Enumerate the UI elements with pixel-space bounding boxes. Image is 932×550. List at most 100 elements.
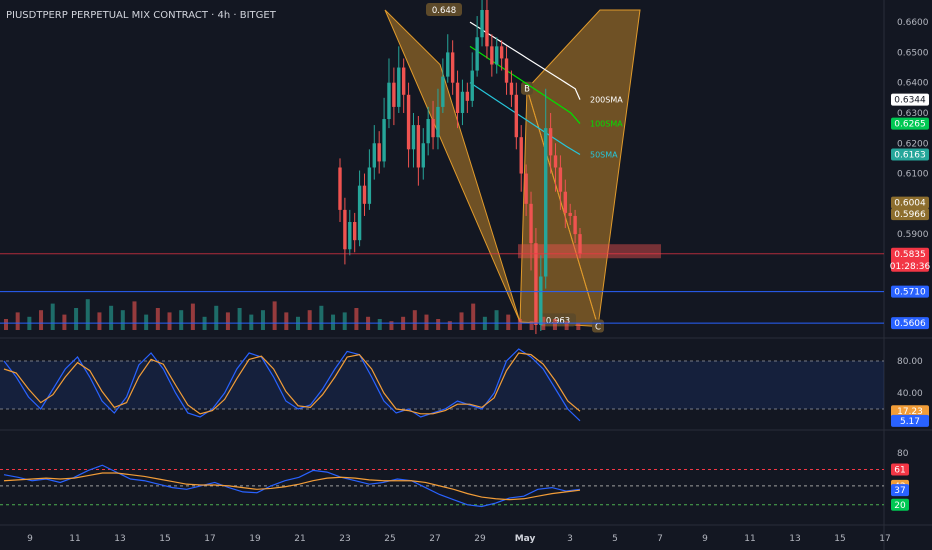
candle-body [534, 243, 538, 325]
price-label-bg [891, 117, 929, 130]
price-label-bg [891, 148, 929, 161]
ma-line [469, 45, 581, 124]
time-tick-label: 17 [879, 534, 890, 544]
candle-body [509, 82, 514, 95]
candle-body [460, 91, 465, 113]
candle-body [499, 46, 504, 59]
time-tick-label: 15 [834, 534, 845, 544]
volume-bar [214, 305, 219, 330]
stochastic-value-bg [891, 405, 929, 418]
price-label-bg [891, 247, 929, 272]
candle-body [446, 52, 450, 77]
pattern-triangle-up [526, 9, 641, 327]
volume-bar [564, 321, 569, 330]
time-tick-label: 13 [114, 534, 125, 544]
candle-body [450, 52, 455, 83]
candle-body [392, 82, 396, 107]
volume-bar [50, 303, 55, 330]
time-tick-label: 25 [384, 534, 395, 544]
pattern-label-bg [521, 81, 533, 95]
volume-bar [237, 308, 242, 330]
price-label: 0.6163 [894, 150, 926, 160]
price-label: 0.5606 [894, 319, 926, 329]
oscillator-line [3, 464, 581, 508]
volume-bar [62, 314, 67, 330]
volume-bar [436, 319, 441, 330]
time-tick-label: 9 [702, 534, 708, 544]
volume-bar [284, 312, 289, 330]
candle-body [485, 10, 489, 47]
volume-bar [155, 308, 160, 330]
stochastic-tick-label: 40.00 [897, 389, 923, 399]
candle-body [382, 119, 386, 162]
countdown-label: 01:28:36 [890, 262, 931, 272]
volume-bar [354, 308, 359, 330]
stochastic-tick-label: 80.00 [897, 357, 923, 367]
candle-body [455, 82, 460, 113]
candle-body [578, 234, 582, 254]
candle-body [357, 185, 362, 241]
price-tick-label: 0.6500 [897, 48, 929, 58]
stochastic-value-bg [891, 414, 929, 427]
time-tick-label: 15 [159, 534, 170, 544]
time-tick-label: 21 [294, 534, 305, 544]
candle-body [544, 128, 548, 277]
stochastic-value-label: 5.17 [900, 417, 920, 427]
candle-body [436, 106, 440, 138]
volume-bar [74, 308, 79, 330]
candle-body [475, 37, 479, 71]
price-label-bg [891, 208, 929, 221]
candle-body [563, 191, 568, 213]
candle-body [362, 185, 367, 204]
price-label: 0.5966 [894, 210, 926, 220]
price-label: 0.5835 [894, 250, 926, 260]
volume-bar [459, 312, 464, 330]
candle-body [426, 119, 430, 144]
time-tick-label: 23 [339, 534, 350, 544]
time-tick-label: 11 [69, 534, 80, 544]
time-tick-label: 7 [657, 534, 663, 544]
target-zone [518, 244, 661, 259]
price-label: 0.6344 [894, 96, 926, 106]
price-label-bg [891, 285, 929, 298]
harmonic-pattern: 0.648 B 0.963 C [384, 3, 661, 333]
candle-body [367, 167, 372, 204]
volume-bar [506, 314, 511, 330]
candle-body [387, 82, 391, 120]
pattern-label: B [524, 85, 530, 95]
price-label: 0.6265 [894, 120, 926, 130]
time-tick-label: 27 [429, 534, 440, 544]
candle-body [548, 128, 553, 156]
oscillator-value-label: 37 [894, 486, 905, 496]
candle-body [558, 167, 563, 192]
oscillator-tick-label: 80 [897, 449, 909, 459]
candle-body [377, 143, 381, 162]
time-tick-label: May [515, 534, 536, 544]
candle-body [411, 125, 416, 150]
candle-body [573, 215, 577, 235]
time-tick-label: 17 [204, 534, 215, 544]
volume-bar [529, 321, 534, 330]
candle-body [465, 91, 470, 101]
stochastic-line [3, 352, 581, 415]
candle-body [401, 67, 406, 95]
candle-body [480, 10, 484, 38]
volume-bar [331, 314, 336, 330]
price-label-bg [891, 93, 929, 106]
price-axis: 0.6600 0.6500 0.6400 0.6300 0.6200 0.6100 0.60… [890, 18, 931, 330]
ma-label: 100SMA [590, 120, 623, 129]
volume-bar [167, 312, 172, 330]
candle-body [343, 209, 347, 250]
candle-body [490, 46, 494, 65]
price-tick-label: 0.5900 [897, 230, 929, 240]
volume-bar [307, 310, 312, 330]
volume-bar [552, 319, 557, 330]
price-tick-label: 0.6600 [897, 18, 929, 28]
candle-body [504, 58, 509, 83]
candle-body [529, 203, 533, 244]
volume-bar [132, 301, 137, 330]
candle-body [431, 119, 435, 138]
